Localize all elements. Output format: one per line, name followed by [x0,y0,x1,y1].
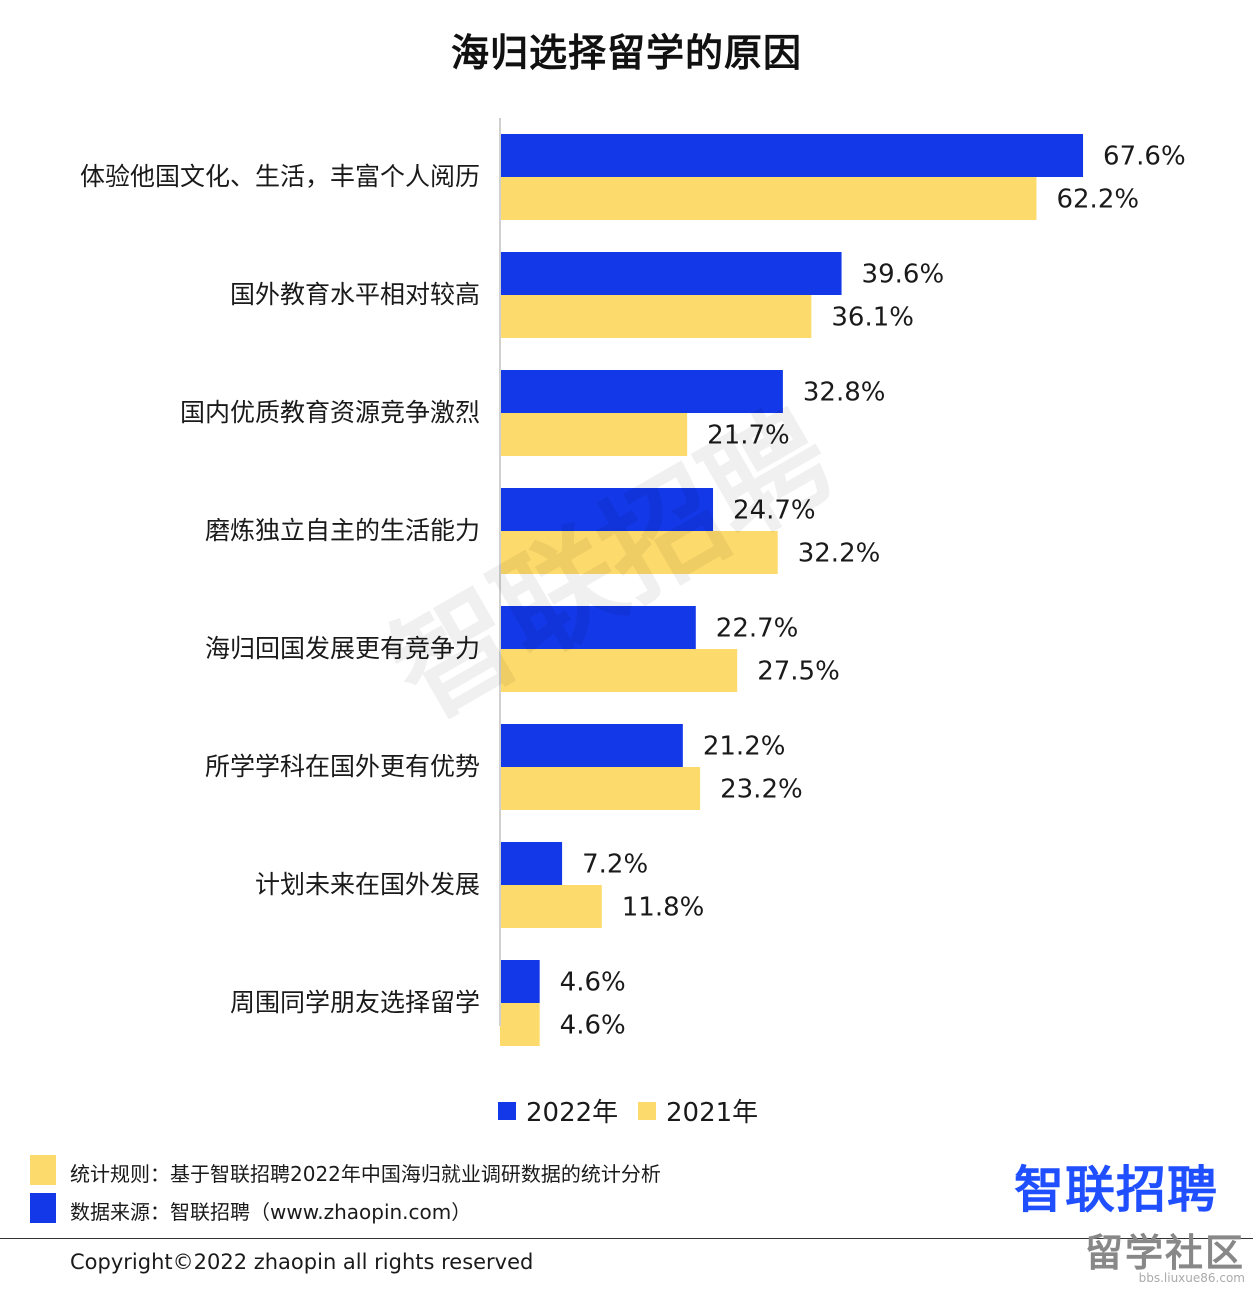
legend-label-2022: 2022年 [526,1098,618,1128]
value-label: 7.2% [582,850,648,880]
zhaopin-logo: 智联招聘 [1014,1161,1218,1219]
bar-2022 [500,842,563,885]
bar-2021 [500,1003,540,1046]
value-label: 21.7% [707,421,790,451]
value-label: 32.2% [798,539,881,569]
bar-2022 [500,724,683,767]
value-label: 4.6% [560,1011,626,1041]
category-label: 所学学科在国外更有优势 [205,752,480,781]
bar-2021 [500,885,602,928]
category-label: 周围同学朋友选择留学 [230,988,480,1017]
value-label: 4.6% [560,968,626,998]
bar-2022 [500,252,842,295]
value-label: 11.8% [622,893,705,923]
value-label: 23.2% [720,775,803,805]
value-label: 22.7% [716,614,799,644]
bar-2022 [500,134,1084,177]
copyright-text: Copyright©2022 zhaopin all rights reserv… [70,1250,534,1274]
bar-2022 [500,606,696,649]
value-label: 62.2% [1056,185,1139,215]
category-label: 计划未来在国外发展 [255,870,480,899]
value-label: 32.8% [803,378,886,408]
bar-2022 [500,488,714,531]
bar-2021 [500,413,688,456]
category-label: 国内优质教育资源竞争激烈 [180,398,480,427]
legend-swatch-2021 [638,1102,656,1120]
corner-watermark-url: bbs.liuxue86.com [1138,1271,1245,1285]
data-source-note: 数据来源：智联招聘（www.zhaopin.com） [70,1200,472,1224]
source-color-swatch [30,1193,56,1223]
stat-rule-note: 统计规则：基于智联招聘2022年中国海归就业调研数据的统计分析 [70,1162,661,1186]
bar-2021 [500,177,1037,220]
value-label: 24.7% [733,496,816,526]
bar-2021 [500,295,812,338]
category-label: 海归回国发展更有竞争力 [205,634,480,663]
legend-label-2021: 2021年 [666,1098,758,1128]
corner-watermark-text: 留学社区 [1085,1231,1246,1275]
footer-divider [0,1238,1253,1239]
chart-title: 海归选择留学的原因 [450,31,802,75]
value-label: 21.2% [703,732,786,762]
category-label: 磨炼独立自主的生活能力 [205,516,480,545]
category-label: 体验他国文化、生活，丰富个人阅历 [80,162,480,191]
bar-2021 [500,767,701,810]
value-label: 36.1% [831,303,914,333]
bar-2021 [500,531,778,574]
bar-2021 [500,649,738,692]
value-label: 67.6% [1103,142,1186,172]
value-label: 27.5% [757,657,840,687]
bar-chart: 体验他国文化、生活，丰富个人阅历 67.6% 62.2% 国外教育水平相对较高 39.6… [80,118,1186,1128]
bar-2022 [500,960,540,1003]
bar-2022 [500,370,783,413]
legend-swatch-2022 [498,1102,516,1120]
value-label: 39.6% [862,260,945,290]
corner-watermark: 留学社区 bbs.liuxue86.com [1085,1222,1245,1285]
rule-color-swatch [30,1155,56,1185]
category-label: 国外教育水平相对较高 [230,280,480,309]
